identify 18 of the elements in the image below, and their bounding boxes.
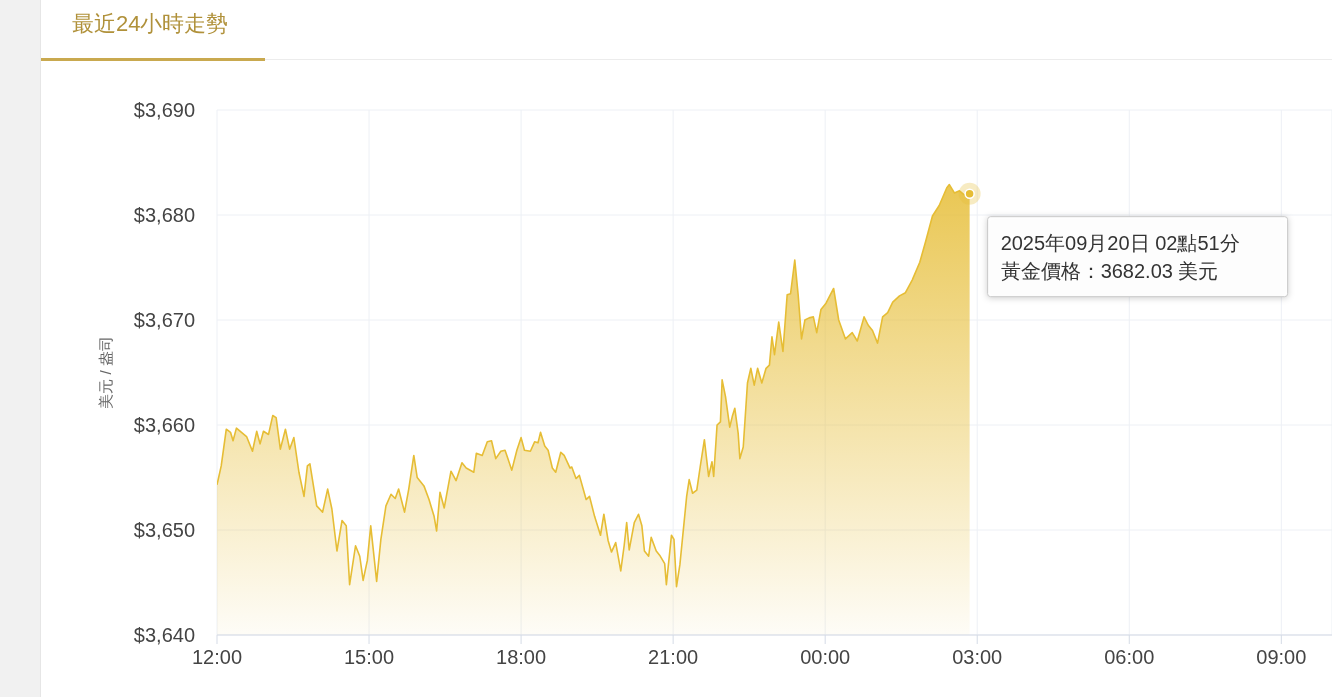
y-tick-label: $3,680 [133,204,195,227]
x-tick-label: 03:00 [952,646,1003,669]
y-tick-label: $3,690 [133,99,195,122]
x-tick-label: 09:00 [1256,646,1307,669]
y-tick-label: $3,650 [133,519,195,542]
x-tick-label: 06:00 [1104,646,1155,669]
annotation: 黃金價格：3682.03 美元 [1000,259,1219,282]
chart-title: 最近24小時走勢 [71,10,230,38]
x-tick-label: 12:00 [191,646,243,669]
x-tick-label: 18:00 [496,646,547,669]
y-tick-label: $3,660 [133,414,195,437]
y-tick-label: $3,670 [133,309,195,332]
x-tick-label: 00:00 [800,646,851,669]
annotation: 2025年09月20日 02點51分 [1000,231,1240,254]
y-tick-label: $3,640 [133,624,195,647]
y-axis-title: 美元 / 盎司 [96,336,114,409]
x-tick-label: 21:00 [648,646,699,669]
x-tick-label: 15:00 [344,646,395,669]
